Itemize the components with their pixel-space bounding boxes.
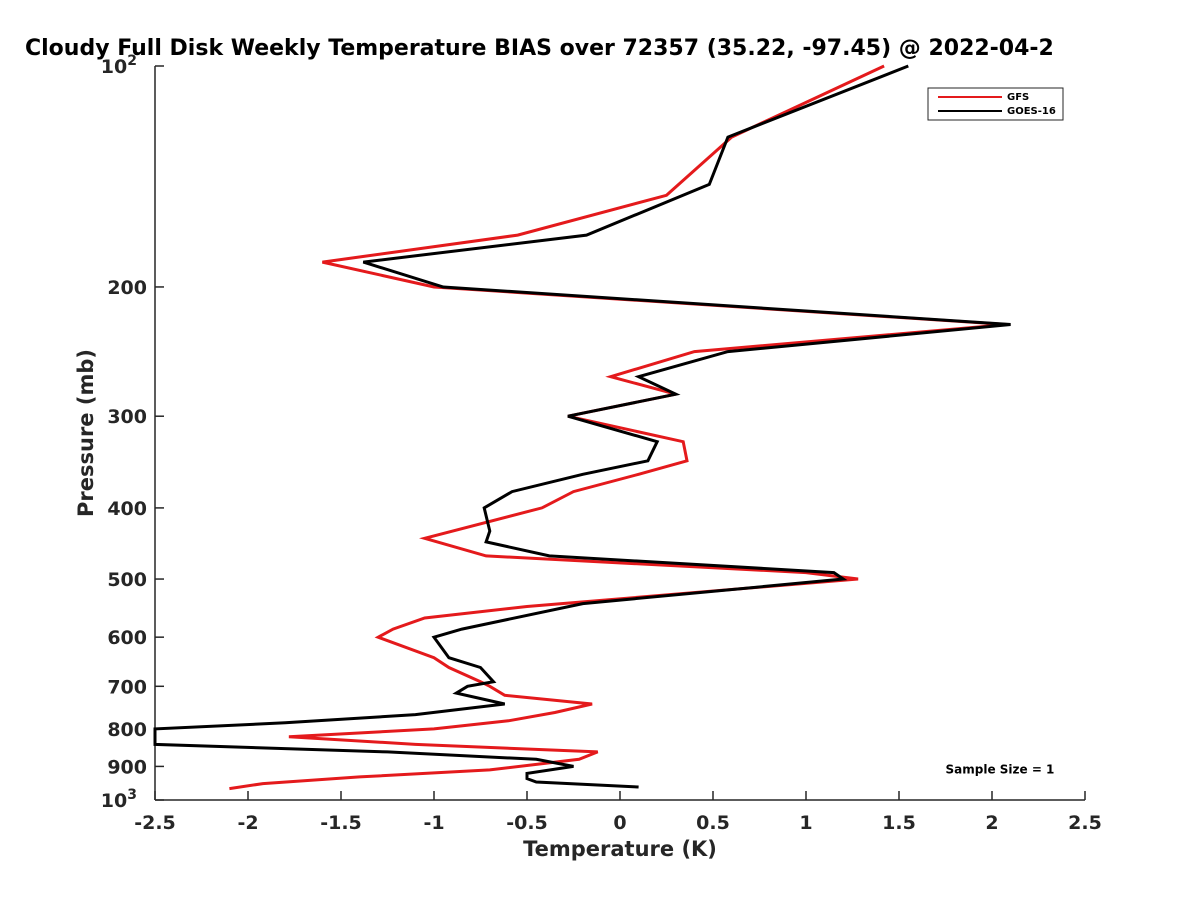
y-axis-ticks: 102 200 300 400 500 600 700 800 900 103 (101, 53, 164, 812)
plot-area (154, 66, 1085, 801)
x-tick-label: -1 (423, 812, 444, 834)
y-tick-label: 600 (107, 627, 147, 649)
x-tick-label: 1 (799, 812, 812, 834)
legend-label-gfs: GFS (1007, 92, 1029, 103)
y-tick-label: 300 (107, 406, 147, 428)
y-tick-label: 102 (101, 53, 137, 78)
x-tick-label: 1.5 (882, 812, 916, 834)
x-tick-label: -1.5 (320, 812, 362, 834)
y-tick-label: 500 (107, 569, 147, 591)
series-lines (153, 64, 1011, 791)
legend-label-goes16: GOES-16 (1007, 106, 1056, 117)
x-tick-label: 2.5 (1068, 812, 1102, 834)
y-tick-label: 400 (107, 498, 147, 520)
y-tick-label: 800 (107, 719, 147, 741)
chart-title: Cloudy Full Disk Weekly Temperature BIAS… (25, 36, 1054, 61)
y-tick-label: 900 (107, 756, 147, 778)
x-tick-label: -2 (237, 812, 258, 834)
sample-size-annotation: Sample Size = 1 (946, 762, 1055, 776)
y-tick-label: 700 (107, 676, 147, 698)
x-tick-label: 0 (613, 812, 626, 834)
x-tick-label: 2 (985, 812, 998, 834)
x-axis-label: Temperature (K) (523, 837, 717, 861)
series-line-gfs (229, 64, 1008, 791)
y-tick-label: 103 (101, 787, 137, 812)
legend-box (927, 87, 1064, 121)
x-tick-label: -2.5 (134, 812, 176, 834)
x-tick-label: 0.5 (696, 812, 730, 834)
y-tick-label: 200 (107, 277, 147, 299)
x-tick-label: -0.5 (506, 812, 548, 834)
legend: GFS GOES-16 (927, 87, 1064, 121)
series-line-goes16 (153, 64, 1011, 789)
x-axis-ticks: -2.5 -2 -1.5 -1 -0.5 0 0.5 1 1.5 2 2.5 (134, 791, 1102, 834)
y-axis-label: Pressure (mb) (74, 349, 98, 517)
